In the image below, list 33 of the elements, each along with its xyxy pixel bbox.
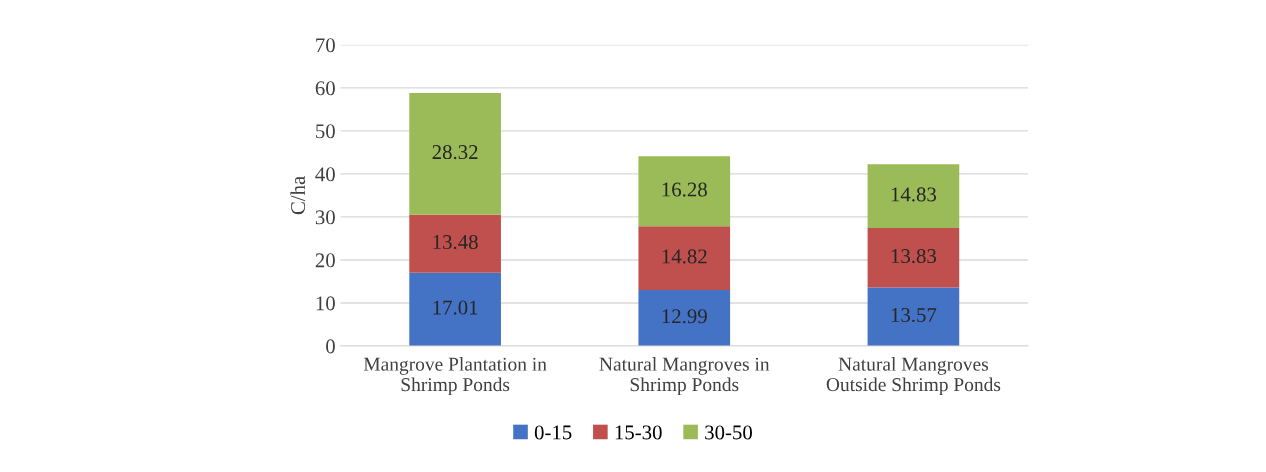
bar [409,272,501,346]
data-label: 13.48 [433,234,478,250]
data-label: 16.28 [662,182,707,197]
x-tick-label: Natural Mangroves in Shrimp Ponds [599,357,770,396]
x-tick-label: Mangrove Plantation in Shrimp Ponds [363,357,547,396]
legend-label: 30-50 [705,425,752,440]
data-label: 14.83 [891,187,937,202]
legend-label: 0-15 [534,425,572,440]
y-tick-label: 30 [315,210,335,225]
bar [867,164,960,229]
data-label: 12.99 [662,309,707,324]
bar [409,214,501,273]
data-label: 13.57 [891,308,937,323]
data-label: 14.82 [662,249,707,264]
y-axis-title: C/ha [290,176,306,215]
y-tick-label: 10 [316,296,335,311]
x-tick-label: Natural Mangroves Outside Shrimp Ponds [826,357,1001,396]
y-tick-label: 40 [315,167,335,182]
y-tick-label: 70 [316,38,335,53]
bar [409,92,501,215]
y-tick-label: 60 [315,81,335,96]
bar [638,156,731,227]
data-label: 28.32 [432,145,478,160]
bar [638,226,731,291]
y-tick-label: 0 [326,339,335,354]
data-label: 17.01 [433,300,478,315]
legend-label: 15-30 [615,425,662,440]
bar [638,290,731,346]
data-label: 13.83 [891,249,937,264]
y-tick-label: 20 [315,253,335,268]
bar [867,287,960,346]
bar [867,228,960,288]
y-tick-label: 50 [316,124,335,139]
